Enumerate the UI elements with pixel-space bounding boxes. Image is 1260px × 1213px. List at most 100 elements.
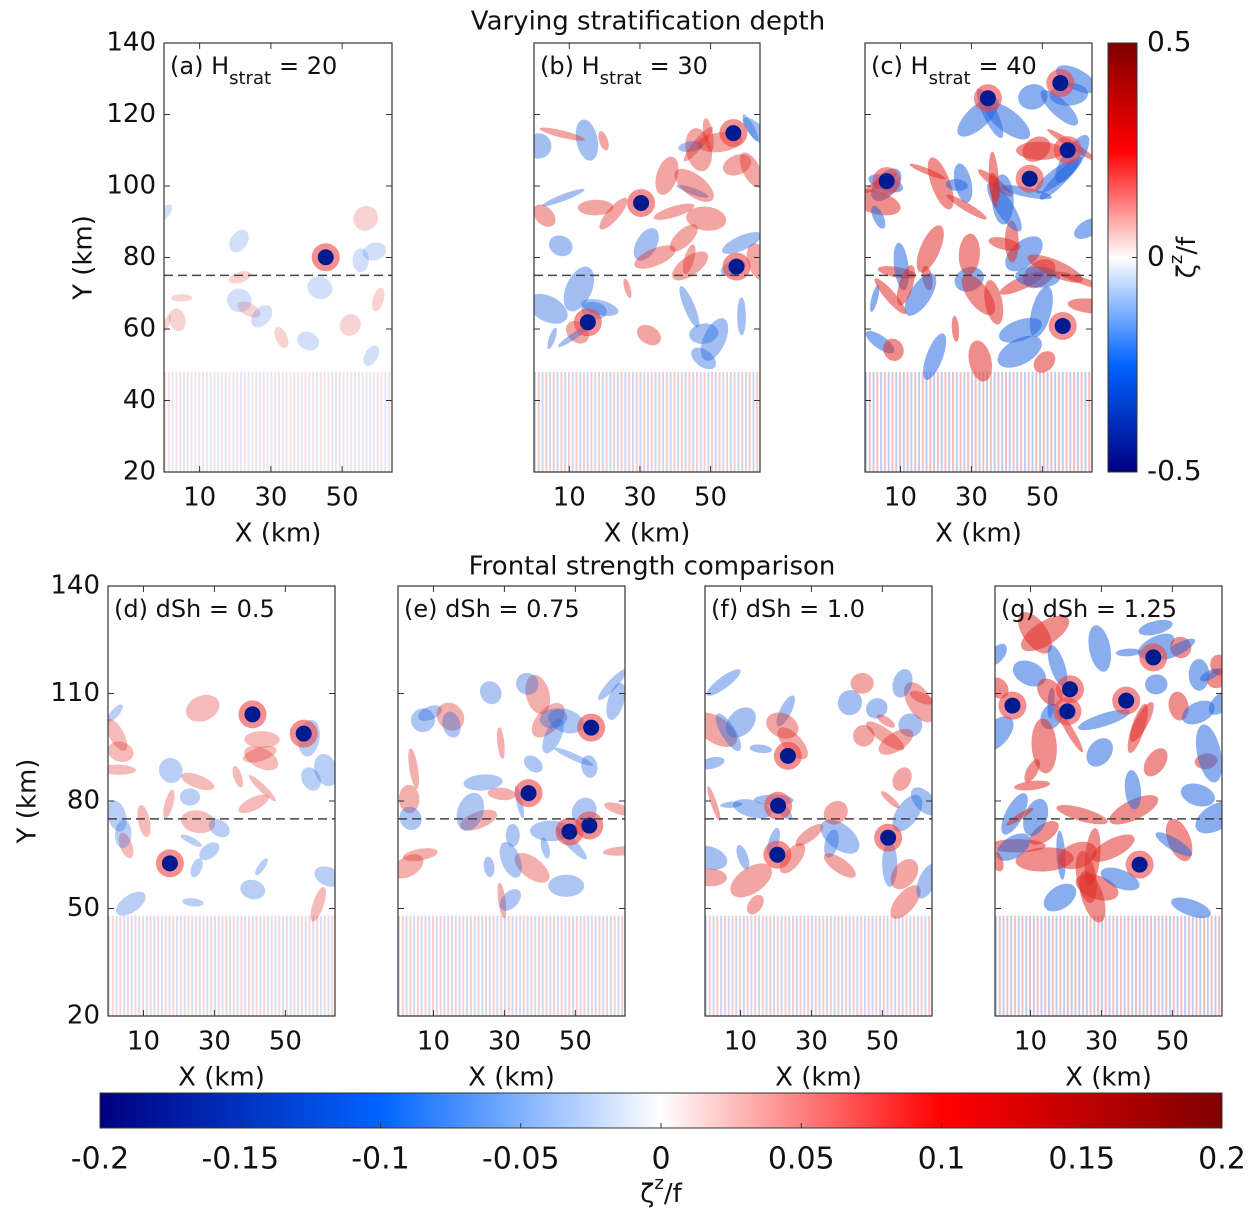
wave-stripe xyxy=(1100,915,1103,1016)
wave-stripe xyxy=(997,371,1000,472)
wave-stripe xyxy=(1025,915,1028,1016)
wave-stripe xyxy=(1104,915,1107,1016)
eddy xyxy=(1109,795,1159,825)
x-tick-label: 50 xyxy=(694,483,727,513)
panel-label-main: (a) H xyxy=(170,52,229,80)
wave-stripe xyxy=(323,371,326,472)
wave-stripe xyxy=(327,371,330,472)
wave-stripe xyxy=(522,915,525,1016)
wave-stripe xyxy=(176,915,179,1016)
eddy xyxy=(705,845,728,870)
wave-stripe xyxy=(917,371,920,472)
wave-stripe xyxy=(572,915,575,1016)
wave-stripe xyxy=(795,915,798,1016)
wave-stripe xyxy=(1187,915,1190,1016)
eddy xyxy=(1171,897,1211,918)
wave-stripe xyxy=(1017,915,1020,1016)
wave-stripe xyxy=(948,371,951,472)
wave-stripe xyxy=(361,371,364,472)
wave-stripe xyxy=(925,371,928,472)
eddy xyxy=(297,331,320,351)
eddy xyxy=(525,674,551,715)
wave-stripe xyxy=(213,371,216,472)
wave-stripe xyxy=(1046,371,1049,472)
eddy xyxy=(229,229,249,253)
eddy xyxy=(531,703,565,738)
eddy xyxy=(890,885,921,919)
wave-stripe xyxy=(1131,915,1134,1016)
wave-stripe xyxy=(1146,915,1149,1016)
wave-stripe xyxy=(266,915,269,1016)
wave-stripe xyxy=(744,371,747,472)
wave-stripe xyxy=(792,915,795,1016)
wave-stripe xyxy=(526,915,529,1016)
eddy xyxy=(398,854,424,879)
x-axis-label: X (km) xyxy=(604,519,691,549)
wave-stripe xyxy=(285,915,288,1016)
wave-stripe xyxy=(217,915,220,1016)
wave-stripe xyxy=(373,371,375,472)
eddy xyxy=(180,834,202,847)
wave-stripe xyxy=(145,915,148,1016)
wave-stripe xyxy=(225,915,228,1016)
eddy xyxy=(307,276,333,300)
wave-stripe xyxy=(605,371,608,472)
eddy xyxy=(951,315,960,342)
wave-stripe xyxy=(289,371,292,472)
wave-stripe xyxy=(142,915,145,1016)
wave-stripe xyxy=(1172,915,1175,1016)
vortex-core xyxy=(979,90,996,107)
panel-label: (b) Hstrat = 30 xyxy=(540,52,708,89)
wave-stripe xyxy=(270,915,273,1016)
eddy xyxy=(909,690,932,705)
wave-stripe xyxy=(198,915,201,1016)
colorbar-tick-label: -0.15 xyxy=(201,1142,279,1177)
wave-stripe xyxy=(244,915,247,1016)
x-tick-label: 10 xyxy=(417,1027,450,1057)
wave-stripe xyxy=(1088,371,1091,472)
eddy xyxy=(554,747,594,767)
eddy xyxy=(240,879,266,900)
wave-stripe xyxy=(967,371,970,472)
wave-stripe xyxy=(986,371,989,472)
wave-stripe xyxy=(251,371,254,472)
wave-stripe xyxy=(769,915,772,1016)
eddy xyxy=(598,669,625,701)
wave-stripe xyxy=(503,915,506,1016)
eddy xyxy=(1086,738,1113,767)
wave-stripe xyxy=(560,915,563,1016)
wave-stripe xyxy=(205,371,208,472)
wave-stripe xyxy=(1157,915,1160,1016)
eddy xyxy=(244,746,279,771)
wave-stripe xyxy=(221,371,223,472)
wave-stripe xyxy=(236,371,239,472)
eddy xyxy=(1014,780,1051,791)
wave-stripe xyxy=(424,915,427,1016)
eddy xyxy=(1180,783,1215,807)
wave-stripe xyxy=(707,371,710,472)
eddy xyxy=(669,224,698,252)
wave-stripe xyxy=(1029,915,1032,1016)
eddy xyxy=(598,131,609,151)
eddy xyxy=(988,151,999,208)
wave-stripe xyxy=(266,371,269,472)
field xyxy=(534,114,760,472)
eddy xyxy=(310,886,327,922)
wave-stripe xyxy=(699,371,702,472)
eddy xyxy=(499,841,522,878)
wave-stripe xyxy=(300,915,303,1016)
x-tick-label: 10 xyxy=(183,483,216,513)
panel-label: (c) Hstrat = 40 xyxy=(871,52,1037,89)
wave-stripe xyxy=(297,915,300,1016)
wave-stripe xyxy=(924,915,927,1016)
eddy xyxy=(685,128,713,172)
wave-stripe xyxy=(650,371,653,472)
panel-label-end: = 40 xyxy=(979,52,1037,80)
wave-stripe xyxy=(722,371,725,472)
eddy xyxy=(995,677,1009,699)
wave-stripe xyxy=(856,915,859,1016)
wave-stripe xyxy=(993,371,996,472)
wave-stripe xyxy=(613,371,616,472)
wave-stripe xyxy=(974,371,977,472)
wave-stripe xyxy=(432,915,435,1016)
